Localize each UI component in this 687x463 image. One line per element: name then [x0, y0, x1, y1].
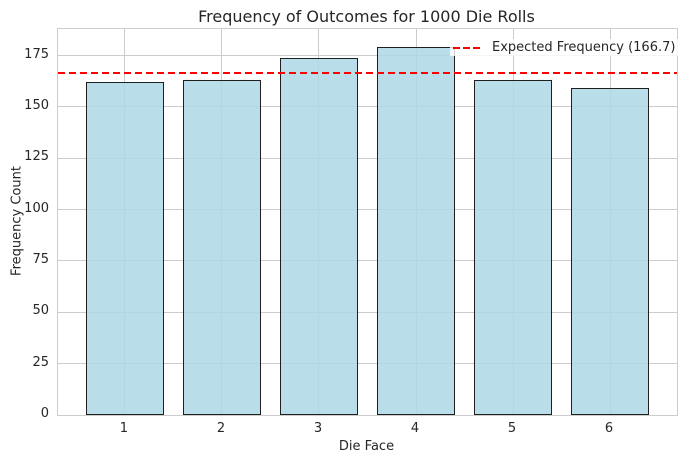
legend: Expected Frequency (166.7): [450, 39, 679, 56]
x-tick-label-2: 2: [216, 421, 226, 436]
bar-die-face-1: [86, 82, 164, 415]
x-tick-label-1: 1: [119, 421, 129, 436]
x-tick-label-3: 3: [313, 421, 323, 436]
y-tick-label-125: 125: [24, 149, 49, 165]
dashed-line-icon: [453, 46, 483, 49]
bar-die-face-3: [280, 57, 358, 415]
expected-frequency-line: [58, 71, 677, 74]
horizontal-gridline: [58, 209, 677, 211]
x-tick-label-4: 4: [410, 421, 420, 436]
y-tick-label-100: 100: [24, 200, 49, 216]
horizontal-gridline: [58, 106, 677, 108]
y-tick-label-25: 25: [32, 354, 49, 370]
plot-area: [57, 28, 678, 416]
y-tick-label-175: 175: [24, 46, 49, 62]
horizontal-gridline: [58, 414, 677, 416]
horizontal-gridline: [58, 260, 677, 262]
bar-die-face-2: [183, 80, 261, 415]
x-tick-label-6: 6: [604, 421, 614, 436]
horizontal-gridline: [58, 157, 677, 159]
y-tick-label-150: 150: [24, 97, 49, 113]
legend-label: Expected Frequency (166.7): [492, 40, 676, 55]
y-axis-label: Frequency Count: [9, 166, 25, 276]
bar-die-face-5: [474, 80, 552, 415]
x-tick-label-5: 5: [507, 421, 517, 436]
x-axis-label: Die Face: [338, 439, 395, 454]
bar-die-face-6: [571, 88, 649, 415]
chart-title: Frequency of Outcomes for 1000 Die Rolls: [198, 7, 535, 26]
y-tick-label-0: 0: [40, 406, 49, 421]
y-tick-label-75: 75: [32, 251, 49, 267]
bar-die-face-4: [377, 47, 455, 415]
horizontal-gridline: [58, 311, 677, 313]
horizontal-gridline: [58, 363, 677, 365]
y-tick-label-50: 50: [32, 303, 49, 319]
horizontal-gridline: [58, 55, 677, 57]
